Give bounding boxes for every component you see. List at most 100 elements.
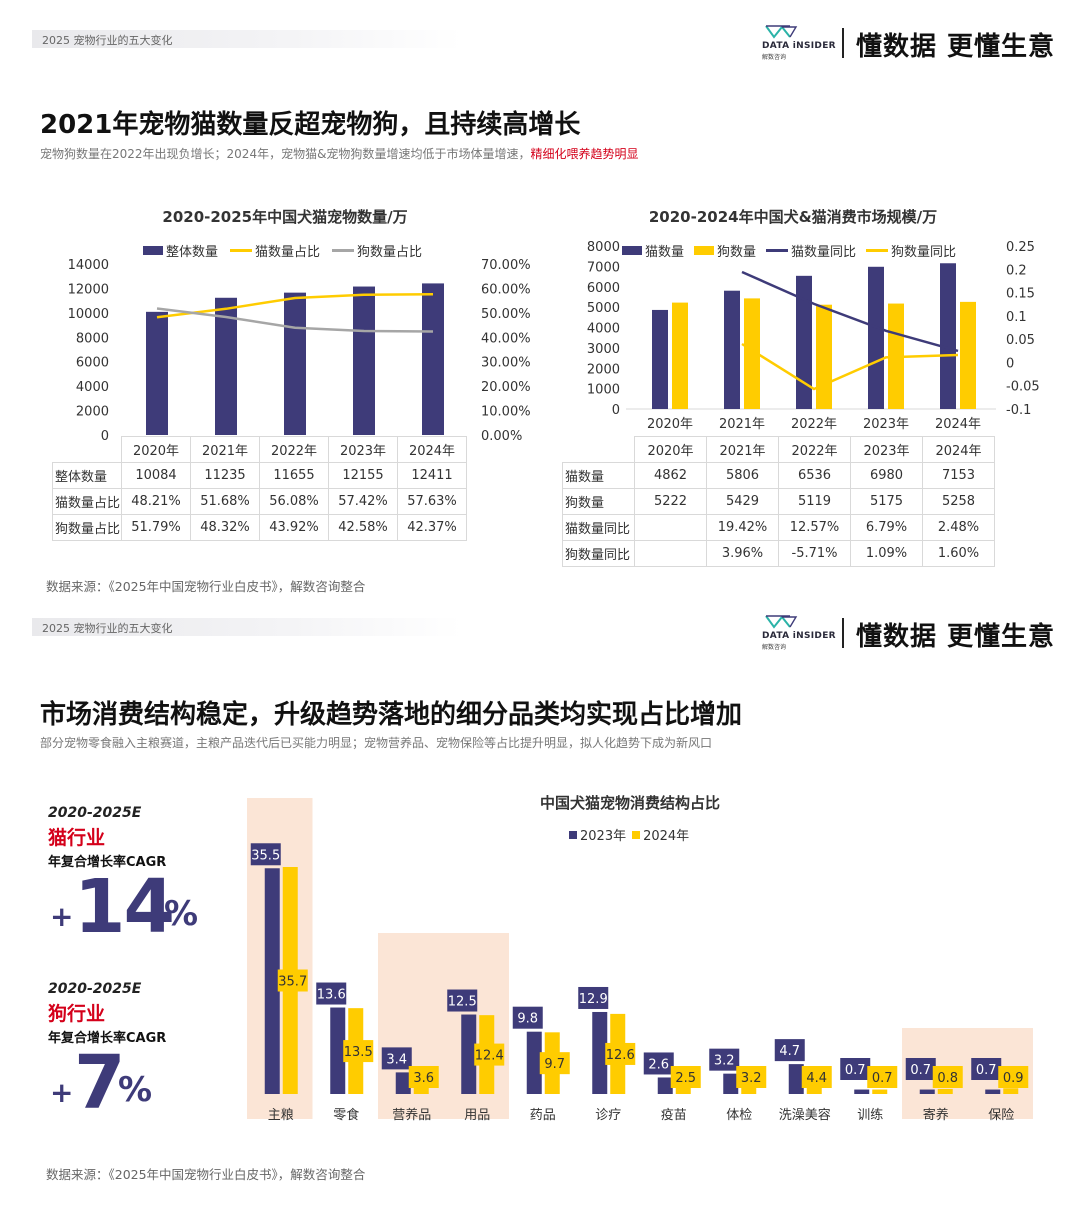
table-cell: 4862 bbox=[634, 462, 707, 489]
table-cell: 51.79% bbox=[121, 514, 191, 541]
chart2-plot: 8000 7000 6000 5000 4000 3000 2000 1000 0 0.25 0.2… bbox=[587, 240, 1040, 432]
x-tick-label: 保险 bbox=[988, 1108, 1014, 1123]
brand-divider bbox=[842, 28, 844, 58]
bar-cat-count bbox=[796, 275, 812, 409]
chart3-plot: 35.5 35.7 主粮 13.6 13.5 零食 3.4 3.6 营养品 12.5 12.4 用品 9… bbox=[247, 798, 1033, 1123]
table-row-label: 猫数量 bbox=[562, 462, 635, 489]
label-box-2023 bbox=[709, 1048, 740, 1071]
table-cell: 3.96% bbox=[706, 540, 779, 567]
data-label-2023: 3.4 bbox=[386, 1052, 407, 1067]
x-tick-label: 主粮 bbox=[268, 1108, 294, 1123]
legend-label: 2024年 bbox=[643, 829, 690, 844]
table-row: 猫数量同比 19.42% 12.57% 6.79% 2.48% bbox=[562, 514, 995, 541]
line-cat-yoy bbox=[741, 270, 959, 353]
chart1-title: 2020-2025年中国犬猫宠物数量/万 bbox=[162, 208, 408, 226]
x-tick-label: 诊疗 bbox=[595, 1108, 621, 1123]
line-dog-yoy bbox=[741, 342, 959, 391]
y-tick-label: 6000 bbox=[587, 281, 620, 296]
data-label-2024: 35.7 bbox=[278, 975, 307, 990]
y2-tick-label: 0.00% bbox=[481, 429, 522, 440]
y-tick-label: 1000 bbox=[587, 383, 620, 398]
table-cell: 5806 bbox=[706, 462, 779, 489]
bar-2023 bbox=[526, 1031, 542, 1094]
table-row: 狗数量同比 3.96% -5.71% 1.09% 1.60% bbox=[562, 540, 995, 567]
bar-cat-count bbox=[724, 290, 740, 409]
bar-2023 bbox=[788, 1064, 804, 1094]
table-row: 猫数量占比 48.21% 51.68% 56.08% 57.42% 57.63% bbox=[52, 488, 467, 515]
label-box-2023 bbox=[250, 843, 281, 866]
legend-label: 狗数量同比 bbox=[891, 245, 957, 260]
chart2-title: 2020-2024年中国犬&猫消费市场规模/万 bbox=[648, 208, 938, 226]
cat-cagr-plus: + bbox=[50, 900, 74, 933]
data-label-2024: 12.4 bbox=[475, 1049, 504, 1064]
data-label-2024: 9.7 bbox=[544, 1057, 565, 1072]
table-cell bbox=[634, 540, 707, 567]
brand-block: DATA iNSIDER 解数咨询 懂数据 更懂生意 bbox=[762, 614, 1062, 654]
bar-dog-count bbox=[744, 298, 760, 409]
brand-logo: DATA iNSIDER 解数咨询 bbox=[762, 614, 836, 651]
y-tick-label: 6000 bbox=[76, 356, 109, 371]
header-tag: 2025 宠物行业的五大变化 bbox=[42, 34, 173, 47]
x-tick-label: 2024年 bbox=[935, 417, 981, 432]
y2-tick-label: 0.2 bbox=[1006, 263, 1027, 278]
bar-2024 bbox=[872, 1089, 888, 1094]
data-label-2023: 3.2 bbox=[714, 1054, 735, 1069]
x-tick-label: 2021年 bbox=[719, 417, 765, 432]
label-box-2023 bbox=[381, 1047, 412, 1070]
y2-tick-label: 20.00% bbox=[481, 380, 531, 395]
data-label-2023: 12.9 bbox=[579, 992, 608, 1007]
table-cell: 5222 bbox=[634, 488, 707, 515]
y2-tick-label: -0.1 bbox=[1006, 403, 1031, 418]
table-cell: 12.57% bbox=[778, 514, 851, 541]
table-cell: 5119 bbox=[778, 488, 851, 515]
x-tick-label: 营养品 bbox=[392, 1107, 431, 1123]
data-label-2023: 0.7 bbox=[910, 1063, 931, 1078]
bar-cat-count bbox=[868, 266, 884, 409]
label-box-2023 bbox=[643, 1052, 674, 1075]
dog-industry-label: 狗行业 bbox=[48, 1003, 106, 1025]
x-tick-label: 体检 bbox=[726, 1108, 752, 1123]
source-note: 数据来源：《2025年中国宠物行业白皮书》，解数咨询整合 bbox=[46, 579, 366, 594]
table-cell: -5.71% bbox=[778, 540, 851, 567]
page-subtitle: 宠物狗数量在2022年出现负增长；2024年，宠物猫&宠物狗数量增速均低于市场体… bbox=[40, 145, 638, 162]
y-tick-label: 2000 bbox=[76, 405, 109, 420]
label-box-2023 bbox=[971, 1058, 1002, 1080]
table-row: 猫数量 4862 5806 6536 6980 7153 bbox=[562, 462, 995, 489]
chart1-data-table: 2020年 2021年 2022年 2023年 2024年 整体数量 10084… bbox=[52, 436, 467, 541]
dog-cagr-period: 2020-2025E bbox=[48, 981, 142, 997]
legend-label: 猫数量 bbox=[645, 245, 685, 260]
label-box-2024 bbox=[277, 969, 308, 992]
dog-cagr-label: 年复合增长率CAGR bbox=[48, 1031, 167, 1046]
label-box-2024 bbox=[408, 1066, 439, 1088]
y2-tick-label: 0.05 bbox=[1006, 333, 1035, 348]
chart3-title: 中国犬猫宠物消费结构占比 bbox=[539, 794, 720, 812]
subtitle-text: 宠物狗数量在2022年出现负增长；2024年，宠物猫&宠物狗数量增速均低于市场体… bbox=[40, 147, 531, 161]
data-label-2023: 4.7 bbox=[779, 1044, 800, 1059]
bar-2023 bbox=[657, 1077, 673, 1094]
y-tick-label: 14000 bbox=[68, 258, 109, 273]
legend-label: 猫数量同比 bbox=[791, 245, 857, 260]
label-box-2024 bbox=[867, 1066, 898, 1088]
bar-total-count bbox=[284, 292, 306, 435]
y-tick-label: 8000 bbox=[76, 331, 109, 346]
cat-industry-label: 猫行业 bbox=[48, 827, 106, 849]
label-box-2023 bbox=[578, 986, 609, 1009]
label-box-2023 bbox=[840, 1058, 871, 1080]
bar-dog-count bbox=[816, 304, 832, 409]
label-box-2023 bbox=[447, 989, 478, 1012]
label-box-2024 bbox=[736, 1066, 767, 1088]
legend-swatch bbox=[143, 246, 163, 255]
x-tick-label: 零食 bbox=[333, 1107, 359, 1123]
brand-slogan: 懂数据 更懂生意 bbox=[856, 32, 1056, 62]
y2-tick-label: 50.00% bbox=[481, 307, 531, 322]
table-cell: 51.68% bbox=[190, 488, 260, 515]
legend-item: 猫数量同比 bbox=[766, 241, 856, 260]
data-label-2023: 2.6 bbox=[648, 1057, 669, 1072]
table-header-cell: 2024年 bbox=[397, 436, 467, 463]
cat-cagr-period: 2020-2025E bbox=[48, 805, 142, 821]
table-cell: 1.09% bbox=[850, 540, 923, 567]
cat-cagr-block: 2020-2025E 猫行业 年复合增长率CAGR + 14 % bbox=[48, 805, 198, 950]
bar-2023 bbox=[854, 1089, 870, 1094]
bar-2023 bbox=[592, 1011, 608, 1094]
legend-item: 狗数量 bbox=[694, 241, 756, 260]
